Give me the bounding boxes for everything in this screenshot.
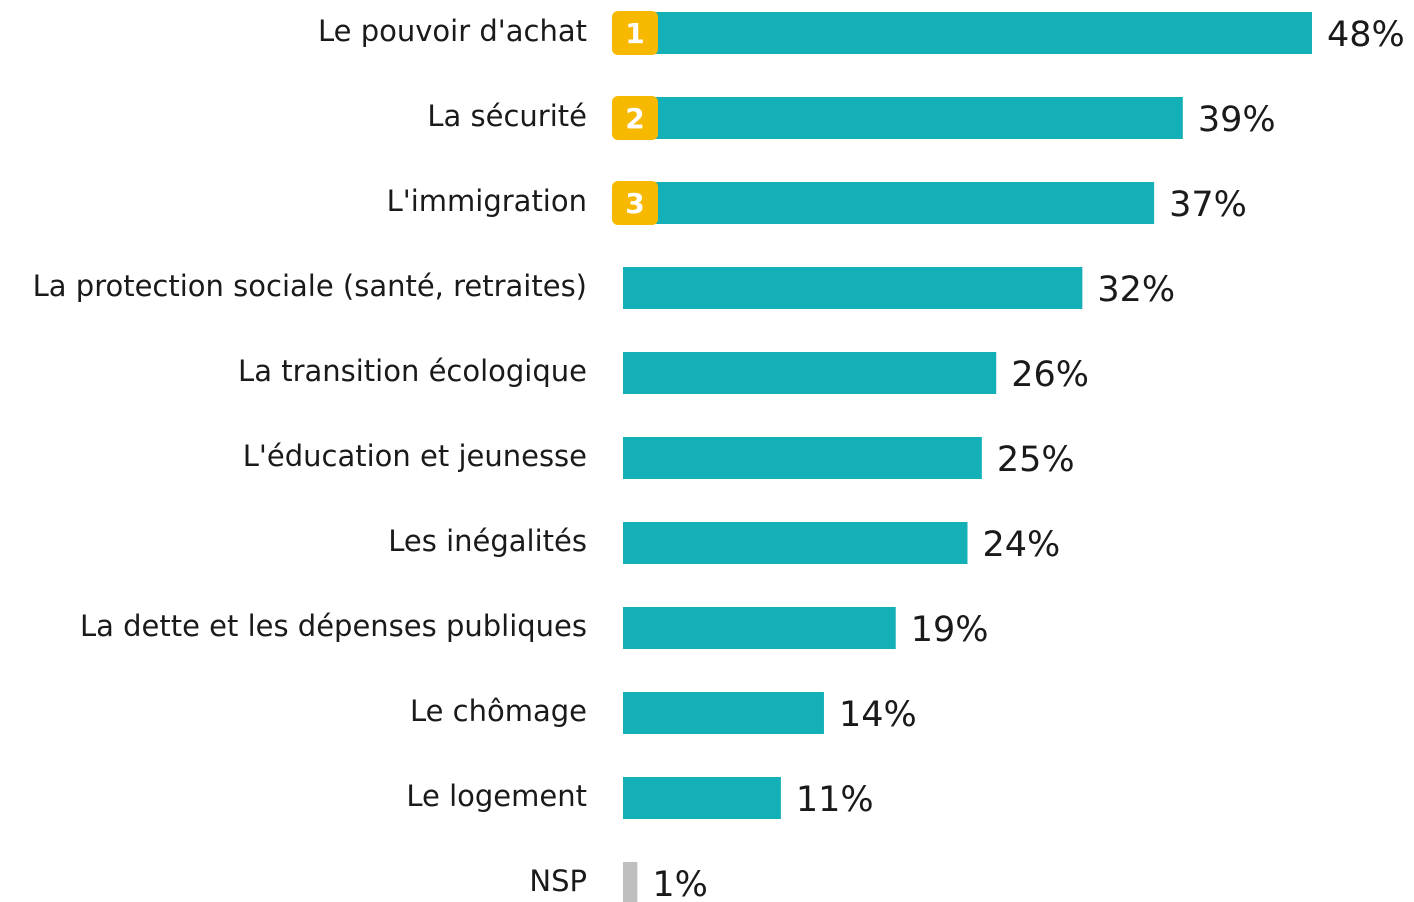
bar [623,12,1312,54]
category-label: L'éducation et jeunesse [243,439,587,473]
rank-badge-label: 2 [625,102,644,135]
bar [623,607,896,649]
value-label: 11% [796,780,874,820]
category-label: Le pouvoir d'achat [318,14,587,48]
category-label: La sécurité [427,99,587,133]
value-label: 26% [1011,355,1089,395]
bar [623,352,997,394]
rank-badge-label: 3 [625,187,644,220]
category-label: La dette et les dépenses publiques [80,609,587,643]
value-label: 24% [983,525,1061,565]
category-label: L'immigration [387,184,587,218]
rank-badge [612,96,658,140]
value-label: 19% [911,610,989,650]
value-label: 37% [1169,185,1247,225]
category-label: NSP [529,864,587,898]
category-label: La protection sociale (santé, retraites) [33,269,587,303]
rank-badge [612,181,658,225]
bar [623,692,824,734]
bar [623,522,968,564]
bar [623,182,1155,224]
value-label: 32% [1097,270,1175,310]
bar [623,267,1083,309]
bar [623,777,781,819]
category-label: Le logement [406,779,587,813]
value-label: 14% [839,695,917,735]
value-label: 39% [1198,100,1276,140]
bar [623,862,638,902]
bar [623,437,982,479]
value-label: 1% [652,865,708,902]
category-label: Les inégalités [388,524,587,558]
value-label: 48% [1327,15,1405,55]
category-label: La transition écologique [238,354,587,388]
category-label: Le chômage [410,694,587,728]
rank-badge [612,11,658,55]
rank-badge-label: 1 [625,17,644,50]
bar [623,97,1183,139]
value-label: 25% [997,440,1075,480]
